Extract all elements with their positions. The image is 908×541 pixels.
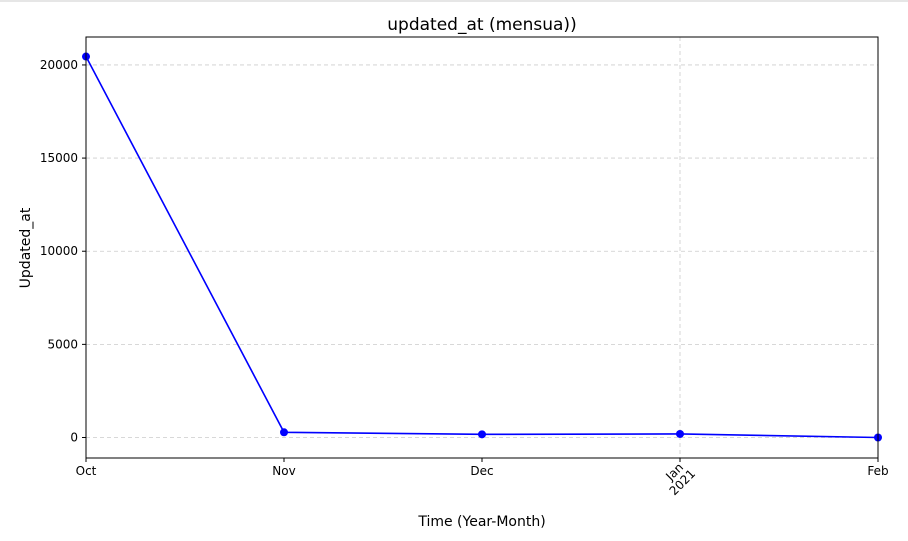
x-tick-label: Nov [272,464,295,478]
data-point [676,429,684,438]
x-axis-label: Time (Year-Month) [417,514,545,530]
plot-area-frame [85,36,879,459]
grid-layer [86,37,878,458]
top-border [0,0,908,2]
y-tick-label: 20000 [40,58,78,72]
series-line [85,56,879,439]
data-point [280,428,288,437]
x-tick-label: Oct [76,464,97,478]
y-tick-label: 15000 [40,151,78,165]
x-tick-label: Feb [867,464,888,478]
y-axis-label: Updated_at [18,207,34,288]
series-layer [82,52,882,442]
y-tick-label: 5000 [47,337,78,351]
y-tick-label: 0 [70,431,78,445]
chart-title: updated_at (mensua)) [387,15,576,35]
y-tick-label: 10000 [40,244,78,258]
data-point [478,430,486,439]
x-tick-label: Dec [470,464,493,478]
